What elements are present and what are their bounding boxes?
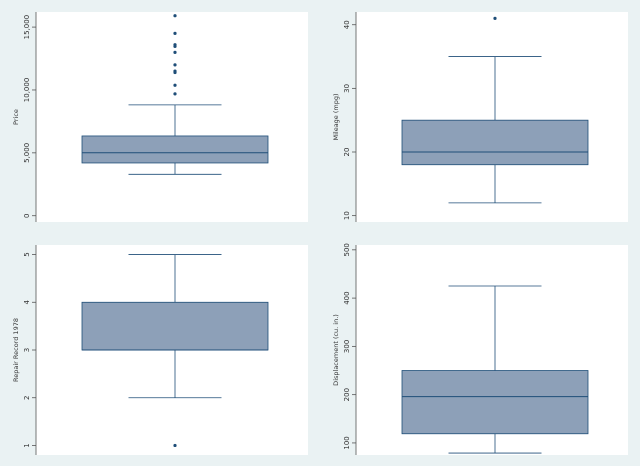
panel-displacement: 100 200 300 400 500 Displacement (cu. in.) bbox=[320, 233, 640, 466]
outlier-point bbox=[173, 43, 177, 47]
panel-repair-record: 1 2 3 4 5 Repair Record 1978 bbox=[0, 233, 320, 466]
y-tick-label: 15,000 bbox=[23, 15, 31, 40]
chart-repair-record: 1 2 3 4 5 Repair Record 1978 bbox=[12, 245, 308, 455]
outlier-point bbox=[493, 16, 497, 20]
panel-price: 0 5,000 10,000 15,000 Price bbox=[0, 0, 320, 233]
y-tick-label: 100 bbox=[343, 436, 351, 449]
y-tick-label: 1 bbox=[23, 443, 31, 447]
interquartile-box bbox=[81, 135, 269, 164]
plot-area bbox=[36, 12, 308, 222]
y-tick-label: 20 bbox=[343, 148, 351, 157]
outlier-point bbox=[173, 14, 177, 18]
outlier-point bbox=[173, 31, 177, 35]
y-tick-label: 500 bbox=[343, 243, 351, 256]
y-axis-title: Displacement (cu. in.) bbox=[332, 314, 340, 386]
y-tick-label: 30 bbox=[343, 84, 351, 93]
y-tick-label: 5,000 bbox=[23, 143, 31, 163]
plot-area bbox=[356, 12, 628, 222]
chart-mileage: 10 20 30 40 Mileage (mpg) bbox=[332, 12, 628, 222]
y-tick-label: 2 bbox=[23, 395, 31, 399]
y-tick-label: 200 bbox=[343, 388, 351, 401]
y-tick-label: 10 bbox=[343, 211, 351, 220]
y-tick-label: 4 bbox=[23, 300, 31, 305]
panel-mileage: 10 20 30 40 Mileage (mpg) bbox=[320, 0, 640, 233]
interquartile-box bbox=[401, 119, 589, 166]
outlier-point bbox=[173, 63, 177, 67]
outlier-point bbox=[173, 50, 177, 54]
outlier-point bbox=[173, 92, 177, 96]
outlier-point bbox=[173, 69, 177, 73]
y-tick-label: 40 bbox=[343, 20, 351, 29]
chart-displacement: 100 200 300 400 500 Displacement (cu. in.) bbox=[332, 243, 628, 455]
y-tick-label: 5 bbox=[23, 252, 31, 256]
y-axis-title: Price bbox=[12, 109, 20, 125]
interquartile-box bbox=[401, 370, 589, 435]
y-tick-label: 300 bbox=[343, 340, 351, 353]
outlier-point bbox=[173, 443, 177, 448]
outlier-point bbox=[173, 83, 177, 87]
y-axis-title: Repair Record 1978 bbox=[12, 318, 20, 382]
y-tick-label: 0 bbox=[23, 213, 31, 217]
y-tick-label: 400 bbox=[343, 291, 351, 304]
interquartile-box bbox=[81, 301, 269, 351]
y-tick-label: 10,000 bbox=[23, 78, 31, 103]
y-tick-label: 3 bbox=[23, 348, 31, 352]
y-axis-title: Mileage (mpg) bbox=[332, 93, 340, 140]
chart-price: 0 5,000 10,000 15,000 Price bbox=[12, 12, 308, 222]
